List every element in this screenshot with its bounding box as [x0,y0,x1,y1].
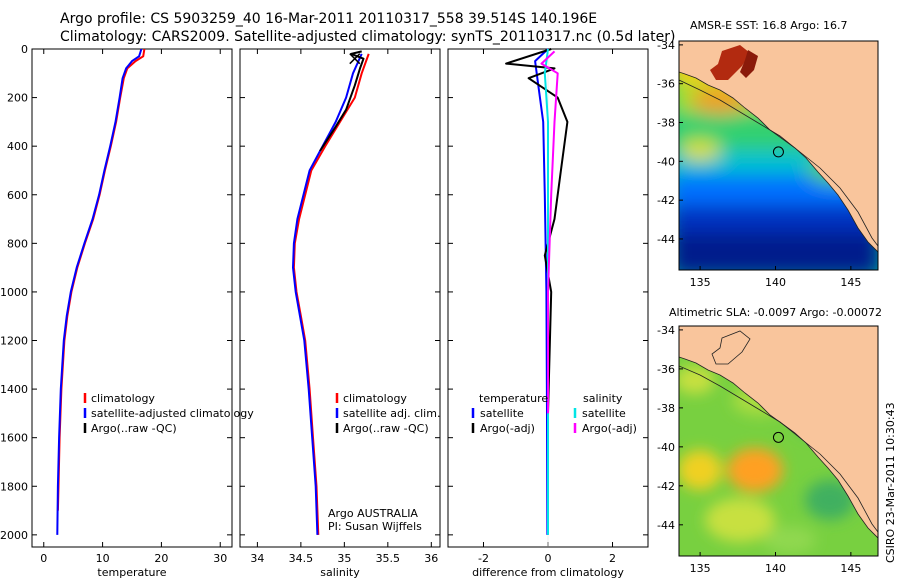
x-axis-label: salinity [320,566,360,579]
y-tick-label: 2000 [0,529,28,542]
sst-isobath [679,79,878,247]
sst-gulf-warm-patch [710,45,750,80]
argo-surface-marker [349,53,361,65]
map-y-tick-label: -36 [657,363,675,376]
y-tick-label: 800 [7,237,28,250]
x-tick-label: 10 [96,552,110,565]
figure-title-line-1: Argo profile: CS 5903259_40 16-Mar-2011 … [60,11,598,27]
panel-frame [239,48,441,548]
x-tick-label: 34 [250,552,264,565]
sla-isobath [679,365,878,533]
argo-location-marker [772,431,784,443]
sst-gulf-warm-patch-2 [740,50,758,78]
series-line-2 [505,48,569,530]
x-tick-label: 2 [609,552,616,565]
y-tick-label: 1600 [0,432,28,445]
legend-label: satellite [480,407,524,420]
y-tick-label: 1800 [0,480,28,493]
map-y-tick-label: -42 [657,194,675,207]
x-tick-label: 34.5 [289,552,314,565]
x-tick-label: 0 [40,552,47,565]
x-axis-label: temperature [97,566,166,579]
series-line-3 [319,50,365,152]
map-title-sla: Altimetric SLA: -0.0097 Argo: -0.00072 [669,306,882,319]
series-line-1 [292,53,370,535]
map-y-tick-label: -34 [657,39,675,52]
map-x-tick-label: 145 [840,276,861,289]
sst-map-frame [678,40,879,271]
x-tick-label: 30 [213,552,227,565]
legend-label: Argo(..raw -QC) [91,422,177,435]
legend-label: climatology [91,392,155,405]
map-y-tick-label: -34 [657,324,675,337]
sst-map [679,41,878,270]
y-tick-label: 400 [7,140,28,153]
legend-label: Argo(-adj) [582,422,637,435]
generated-chart-elements: 0 10 20 30temperature0200400600800100012001… [0,39,861,579]
map-x-tick-label: 145 [840,562,861,575]
map-y-tick-label: -44 [657,233,675,246]
sla-map [679,326,878,556]
legend-label: satellite adj. clim. [343,407,440,420]
panel-annotation: Argo AUSTRALIA [328,507,418,520]
map-x-tick-label: 135 [690,276,711,289]
y-tick-label: 1200 [0,335,28,348]
map-y-tick-label: -38 [657,117,675,130]
legend-group-title: salinity [583,392,623,405]
map-y-tick-label: -36 [657,78,675,91]
map-y-tick-label: -40 [657,155,675,168]
map-x-tick-label: 140 [765,276,786,289]
map-y-tick-label: -42 [657,480,675,493]
y-tick-label: 200 [7,92,28,105]
y-tick-label: 0 [21,43,28,56]
map-y-tick-label: -40 [657,441,675,454]
sla-map-frame [678,325,879,557]
x-tick-label: 35.5 [376,552,401,565]
legend-label: Argo(..raw -QC) [343,422,429,435]
series-line-4 [540,50,559,414]
legend-group-title: temperature [479,392,548,405]
sla-land [679,326,878,539]
y-tick-label: 1400 [0,383,28,396]
legend-label: climatology [343,392,407,405]
argo-location-marker [772,146,784,158]
x-tick-label: 36 [424,552,438,565]
map-x-tick-label: 135 [690,562,711,575]
series-line-1 [56,48,146,511]
sst-map-axes: 135 140 145 -34 -36 -38 -40 -42 -44 [657,39,861,289]
sla-map-axes: 135 140 145 -34 -36 -38 -40 -42 -44 [657,324,861,575]
series-line-2 [292,53,363,535]
x-tick-label: 0 [545,552,552,565]
x-axis-label: difference from climatology [472,566,624,579]
series-line-2 [56,48,143,535]
map-y-tick-label: -38 [657,402,675,415]
x-tick-label: 35 [337,552,351,565]
map-x-tick-label: 140 [765,562,786,575]
figure-title-line-2: Climatology: CARS2009. Satellite-adjuste… [60,29,676,45]
legend-label: satellite-adjusted climatology [91,407,254,420]
x-tick-label: -2 [478,552,489,565]
panel-frame [31,48,233,548]
y-tick-label: 600 [7,189,28,202]
map-title-sst: AMSR-E SST: 16.8 Argo: 16.7 [690,19,848,32]
sla-gulf-outline [711,330,751,365]
series-line-1 [534,48,549,535]
x-tick-label: 20 [154,552,168,565]
legend-label: satellite [582,407,626,420]
legend-label: Argo(-adj) [480,422,535,435]
y-tick-label: 1000 [0,286,28,299]
panel-annotation: PI: Susan Wijffels [328,520,422,533]
map-y-tick-label: -44 [657,519,675,532]
profile-panel-2: 34 34.5 35 35.5 36 salinity climatology satelli… [239,48,441,579]
profile-panel-1: 0 10 20 30 temperature 0 200 400 600 800 1000 1200 1… [0,43,254,579]
